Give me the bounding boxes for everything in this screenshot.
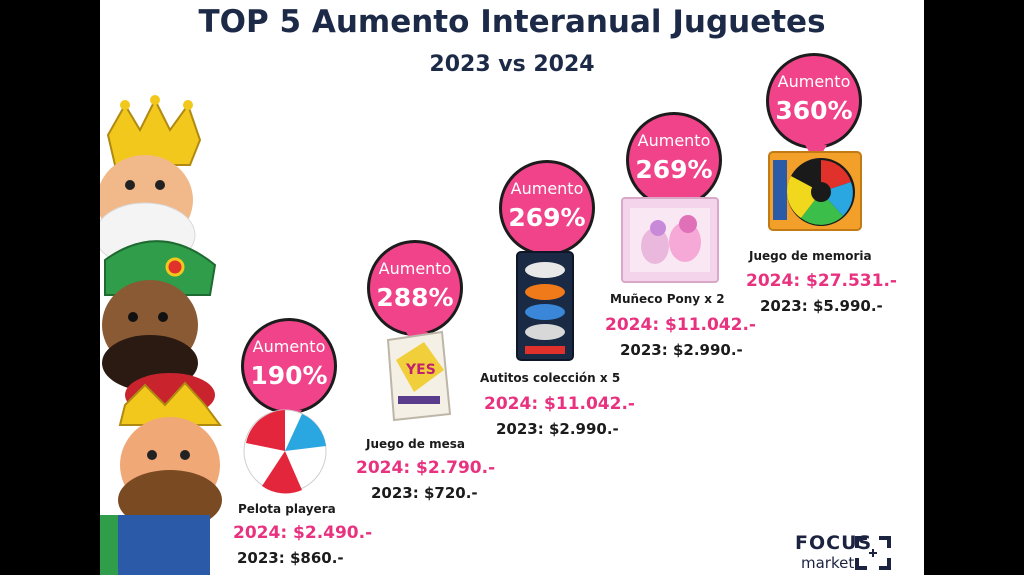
increase-percent: 288% — [376, 283, 454, 312]
product-name-5: Juego de memoria — [749, 249, 872, 263]
increase-label: Aumento — [252, 337, 326, 356]
page-title: TOP 5 Aumento Interanual Juguetes — [198, 4, 826, 40]
logo-market-text: market — [801, 554, 855, 572]
svg-text:YES: YES — [405, 362, 436, 378]
increase-percent: 190% — [250, 361, 328, 390]
logo-bracket-icon — [855, 536, 891, 570]
price-2024-2: 2024: $2.790.- — [356, 458, 496, 478]
infographic: TOP 5 Aumento Interanual Juguetes 2023 v… — [100, 0, 924, 575]
price-2024-3: 2024: $11.042.- — [484, 394, 635, 414]
increase-label: Aumento — [510, 179, 584, 198]
memory-game-image — [768, 151, 862, 231]
increase-percent: 269% — [508, 203, 586, 232]
increase-percent: 360% — [775, 96, 853, 125]
board-game-box-image: YES — [386, 330, 452, 422]
product-name-2: Juego de mesa — [366, 437, 465, 451]
increase-label: Aumento — [777, 72, 851, 91]
beach-ball-image — [243, 409, 327, 494]
price-2023-5: 2023: $5.990.- — [760, 297, 883, 315]
increase-bubble-5: Aumento 360% — [766, 53, 862, 163]
increase-bubble-2: Aumento 288% — [367, 240, 463, 350]
increase-label: Aumento — [637, 131, 711, 150]
increase-percent: 269% — [635, 155, 713, 184]
pony-doll-box-image — [621, 197, 719, 283]
toy-cars-pack-image — [516, 251, 574, 361]
logo-focus-text: FOCUS — [795, 532, 873, 554]
price-2023-1: 2023: $860.- — [237, 549, 344, 567]
focus-market-logo: FOCUS market — [795, 532, 891, 572]
price-2024-5: 2024: $27.531.- — [746, 271, 897, 291]
price-2024-1: 2024: $2.490.- — [233, 523, 373, 543]
price-2023-4: 2023: $2.990.- — [620, 341, 743, 359]
price-2023-3: 2023: $2.990.- — [496, 420, 619, 438]
increase-bubble-3: Aumento 269% — [499, 160, 595, 270]
product-name-3: Autitos colección x 5 — [480, 371, 621, 385]
increase-bubble-4: Aumento 269% — [626, 112, 722, 222]
price-2024-4: 2024: $11.042.- — [605, 315, 756, 335]
three-kings-illustration — [100, 95, 222, 575]
increase-bubble-1: Aumento 190% — [241, 318, 337, 428]
product-name-1: Pelota playera — [238, 502, 336, 516]
product-name-4: Muñeco Pony x 2 — [610, 292, 725, 306]
increase-label: Aumento — [378, 259, 452, 278]
price-2023-2: 2023: $720.- — [371, 484, 478, 502]
page-subtitle: 2023 vs 2024 — [429, 52, 595, 77]
